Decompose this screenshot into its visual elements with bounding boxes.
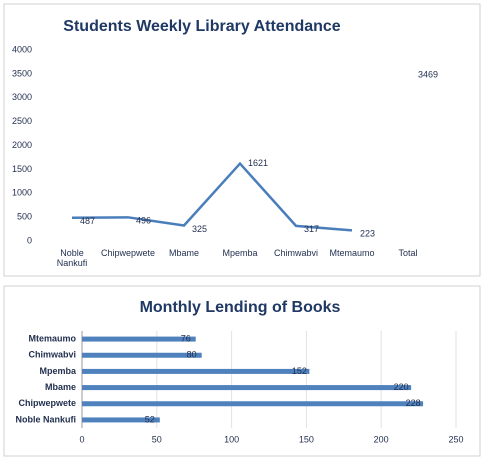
y-tick-label: 500 (17, 212, 32, 222)
bar (82, 417, 160, 423)
x-tick-label: Chipwepwete (100, 248, 156, 258)
bar (82, 336, 196, 342)
data-label: 152 (292, 366, 307, 376)
data-label: 52 (145, 414, 155, 424)
bar (82, 385, 412, 391)
y-tick-label: 3500 (12, 68, 32, 78)
y-tick-label: Mpemba (39, 366, 77, 376)
y-tick-label: Mtemaumo (28, 333, 76, 343)
y-tick-label: Noble Nankufi (15, 414, 76, 424)
y-tick-label: Chimwabvi (28, 350, 76, 360)
x-tick-label: 150 (299, 434, 314, 444)
y-tick-label: Chipwepwete (18, 398, 76, 408)
data-label: 325 (192, 224, 207, 234)
y-tick-label: 1500 (12, 164, 32, 174)
y-tick-label: 2500 (12, 116, 32, 126)
data-label: 223 (360, 229, 375, 239)
x-tick-label: Total (398, 248, 418, 258)
data-label: 220 (394, 382, 409, 392)
y-tick-label: 4000 (12, 44, 32, 54)
chart-title: Students Weekly Library Attendance (63, 18, 341, 35)
bar (82, 401, 424, 407)
y-tick-label: 3000 (12, 92, 32, 102)
bar (82, 352, 202, 358)
x-tick-label: Mtemaumo (329, 248, 375, 258)
y-tick-label: Mbame (45, 382, 76, 392)
bar (82, 368, 310, 374)
x-tick-label: 0 (79, 434, 84, 444)
x-tick-label: 250 (448, 434, 463, 444)
x-tick-label: Mbame (168, 248, 199, 258)
x-tick-label: 100 (224, 434, 239, 444)
data-label: 1621 (248, 158, 268, 168)
x-tick-label: 200 (374, 434, 389, 444)
line (71, 161, 353, 232)
y-tick-label: 1000 (12, 188, 32, 198)
chart-title: Monthly Lending of Books (140, 299, 341, 316)
data-label: 317 (304, 224, 319, 234)
x-tick-label: 50 (152, 434, 162, 444)
x-tick-label: Chimwabvi (273, 248, 318, 258)
y-tick-label: 2000 (12, 140, 32, 150)
data-label: 3469 (418, 70, 438, 80)
data-label: 496 (136, 216, 151, 226)
data-label: 80 (187, 350, 197, 360)
data-label: 487 (80, 216, 95, 226)
data-label: 228 (406, 398, 421, 408)
x-tick-label: Noble Nankufi (56, 248, 88, 268)
data-label: 76 (181, 333, 191, 343)
panel (3, 3, 481, 277)
x-tick-label: Mpemba (222, 248, 258, 258)
y-tick-label: 0 (27, 235, 32, 245)
